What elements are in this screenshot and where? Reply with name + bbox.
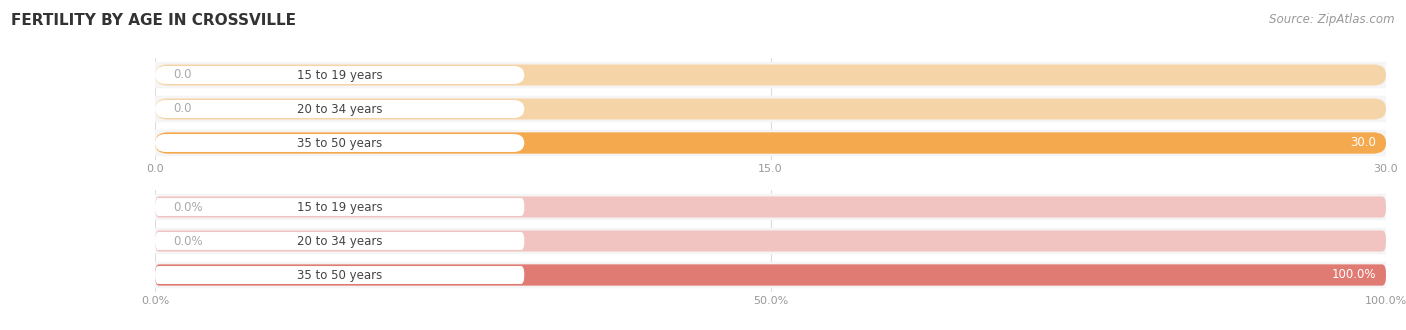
FancyBboxPatch shape bbox=[155, 264, 1386, 285]
Text: 35 to 50 years: 35 to 50 years bbox=[297, 269, 382, 281]
FancyBboxPatch shape bbox=[155, 96, 1386, 122]
Text: 15 to 19 years: 15 to 19 years bbox=[297, 201, 382, 214]
FancyBboxPatch shape bbox=[155, 62, 1386, 88]
FancyBboxPatch shape bbox=[155, 198, 524, 216]
Text: 0.0: 0.0 bbox=[173, 69, 193, 82]
FancyBboxPatch shape bbox=[155, 230, 1386, 251]
FancyBboxPatch shape bbox=[155, 132, 1386, 153]
FancyBboxPatch shape bbox=[155, 66, 524, 84]
Text: 0.0: 0.0 bbox=[173, 103, 193, 115]
FancyBboxPatch shape bbox=[155, 64, 1386, 85]
FancyBboxPatch shape bbox=[155, 266, 524, 284]
Text: Source: ZipAtlas.com: Source: ZipAtlas.com bbox=[1270, 13, 1395, 26]
Text: 20 to 34 years: 20 to 34 years bbox=[297, 103, 382, 115]
Text: 20 to 34 years: 20 to 34 years bbox=[297, 235, 382, 248]
FancyBboxPatch shape bbox=[155, 232, 524, 250]
FancyBboxPatch shape bbox=[155, 194, 1386, 220]
FancyBboxPatch shape bbox=[155, 132, 1386, 153]
Text: 35 to 50 years: 35 to 50 years bbox=[297, 137, 382, 149]
FancyBboxPatch shape bbox=[155, 196, 1386, 217]
Text: 0.0%: 0.0% bbox=[173, 201, 202, 214]
Text: FERTILITY BY AGE IN CROSSVILLE: FERTILITY BY AGE IN CROSSVILLE bbox=[11, 13, 297, 28]
FancyBboxPatch shape bbox=[155, 262, 1386, 288]
Text: 15 to 19 years: 15 to 19 years bbox=[297, 69, 382, 82]
FancyBboxPatch shape bbox=[155, 264, 1386, 285]
Text: 0.0%: 0.0% bbox=[173, 235, 202, 248]
FancyBboxPatch shape bbox=[155, 228, 1386, 254]
Text: 30.0: 30.0 bbox=[1350, 137, 1376, 149]
FancyBboxPatch shape bbox=[155, 134, 524, 152]
FancyBboxPatch shape bbox=[155, 100, 524, 118]
Text: 100.0%: 100.0% bbox=[1331, 269, 1376, 281]
FancyBboxPatch shape bbox=[155, 130, 1386, 156]
FancyBboxPatch shape bbox=[155, 98, 1386, 119]
